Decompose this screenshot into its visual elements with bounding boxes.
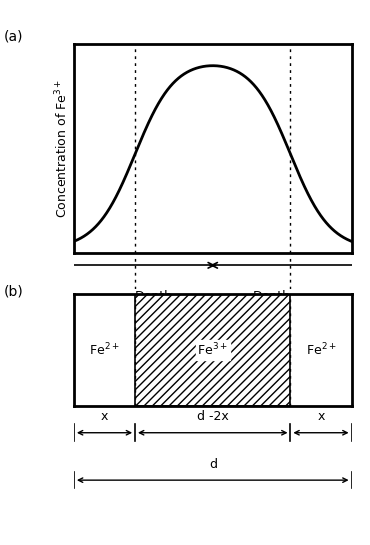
Text: Depth: Depth [252, 290, 290, 304]
Text: Fe$^{2+}$: Fe$^{2+}$ [306, 342, 336, 359]
Text: d -2x: d -2x [197, 410, 229, 423]
Text: Depth: Depth [135, 290, 173, 304]
Text: (a): (a) [4, 30, 23, 44]
Text: x: x [317, 410, 324, 423]
Text: Fe$^{3+}$: Fe$^{3+}$ [198, 342, 228, 359]
Bar [135, 294, 290, 406]
Text: x: x [101, 410, 108, 423]
Text: (b): (b) [4, 284, 23, 299]
Text: d: d [209, 458, 217, 471]
Y-axis label: Concentration of Fe$^{3+}$: Concentration of Fe$^{3+}$ [53, 79, 70, 218]
Text: Fe$^{2+}$: Fe$^{2+}$ [89, 342, 120, 359]
